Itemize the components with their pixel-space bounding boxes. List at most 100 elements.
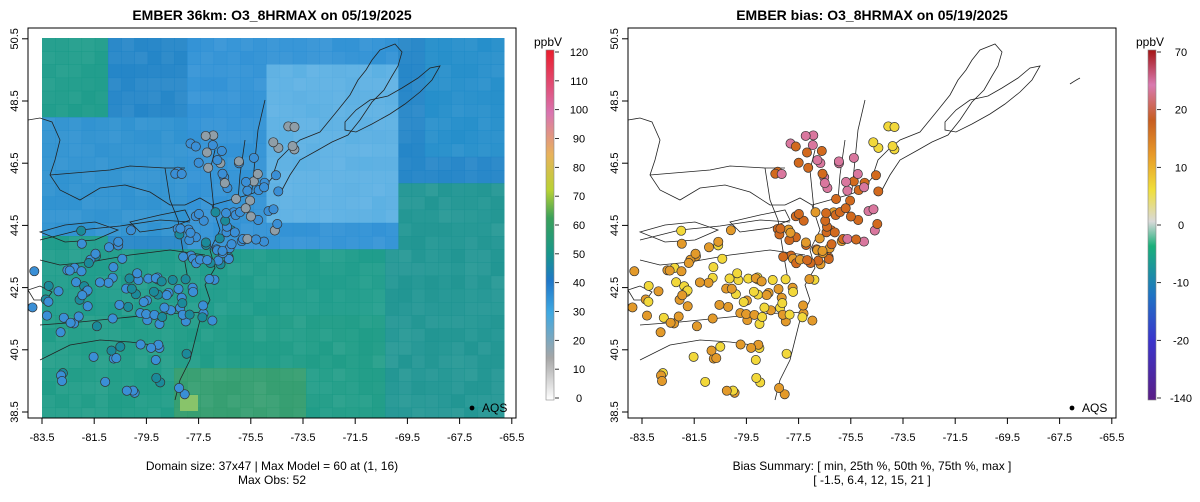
colorbar-tick-label: 70 [573, 191, 585, 203]
x-tick-label: -71.5 [943, 432, 968, 444]
model-grid-cell [490, 368, 505, 382]
station-marker [223, 254, 234, 264]
model-grid-cell [42, 130, 56, 145]
model-grid-cell [200, 196, 215, 211]
model-grid-cell [94, 288, 109, 303]
model-grid-cell [451, 77, 465, 92]
model-grid-cell [319, 236, 333, 250]
model-grid-cell [147, 51, 162, 65]
station-marker [135, 339, 146, 350]
model-grid-cell [464, 288, 479, 303]
model-grid-cell [279, 328, 294, 343]
station-marker [114, 299, 125, 310]
model-grid-cell [42, 104, 56, 118]
model-grid-cell [424, 302, 439, 316]
model-grid-cell [187, 104, 201, 118]
model-grid-cell [490, 236, 505, 250]
model-grid-cell [213, 77, 228, 92]
model-grid-cell [253, 64, 267, 79]
station-marker [800, 130, 811, 141]
model-grid-cell [279, 249, 294, 263]
model-grid-cell [464, 170, 479, 184]
model-grid-cell [424, 368, 439, 382]
model-grid-cell [81, 90, 96, 105]
model-grid-cell [108, 196, 122, 211]
model-grid-cell [385, 341, 399, 356]
model-grid-cell [319, 104, 333, 118]
model-grid-cell [94, 341, 109, 356]
station-marker [703, 277, 714, 288]
station-marker [193, 157, 204, 168]
model-grid-cell [292, 222, 307, 237]
concentration-colorbar [545, 49, 555, 401]
station-marker [655, 327, 666, 338]
model-grid-cell [68, 90, 83, 105]
station-marker [167, 275, 178, 285]
observation-stations [28, 121, 300, 400]
colorbar-tick-label: -20 [1173, 335, 1189, 347]
model-grid-cell [477, 288, 492, 303]
station-marker [173, 284, 184, 294]
station-marker [124, 273, 135, 284]
station-marker [287, 141, 298, 152]
model-grid-cell [464, 183, 479, 197]
model-grid-cell [292, 407, 307, 418]
model-grid-cell [490, 222, 505, 237]
x-tick-label: -83.5 [629, 432, 654, 444]
model-grid-cell [477, 262, 492, 277]
model-grid-cell [94, 143, 109, 158]
model-grid-cell [121, 170, 135, 184]
station-marker [816, 146, 827, 156]
model-grid-cell [55, 275, 69, 290]
model-grid-cell [121, 130, 135, 145]
model-grid-cell [160, 368, 175, 382]
model-grid-cell [253, 354, 267, 369]
station-marker [150, 355, 161, 365]
model-grid-cell [147, 38, 162, 52]
model-grid-cell [279, 64, 294, 79]
station-marker [817, 245, 828, 256]
model-grid-cell [490, 209, 505, 224]
model-grid-cell [68, 354, 83, 369]
model-grid-cell [279, 130, 294, 145]
model-grid-cell [160, 104, 175, 118]
model-grid-cell [490, 90, 505, 105]
model-grid-cell [372, 170, 386, 184]
model-grid-cell [279, 368, 294, 382]
model-grid-cell [226, 117, 241, 131]
model-grid-cell [226, 104, 241, 118]
model-grid-cell [279, 90, 294, 105]
state-border [649, 165, 785, 176]
model-grid-cell [358, 288, 373, 303]
model-grid-cell [345, 394, 360, 409]
model-grid-cell [226, 394, 241, 409]
station-marker [852, 169, 863, 179]
model-grid-cell [42, 196, 56, 211]
model-grid-cell [68, 407, 83, 418]
model-grid-cell [490, 328, 505, 343]
model-grid-cell [345, 236, 360, 250]
great-lake [129, 209, 191, 233]
model-grid-cell [464, 51, 479, 65]
model-grid-cell [372, 130, 386, 145]
model-grid-cell [160, 90, 175, 105]
model-grid-cell [438, 394, 452, 409]
model-grid-cell [121, 328, 135, 343]
model-grid-cell [42, 236, 56, 250]
colorbar-tick-label: 20 [573, 335, 585, 347]
model-grid-cell [306, 302, 320, 316]
y-tick-label: 40.5 [609, 339, 621, 360]
model-grid-cell [279, 51, 294, 65]
model-grid-cell [134, 38, 149, 52]
model-grid-cell [372, 262, 386, 277]
model-grid-cell [81, 104, 96, 118]
model-grid-cell [411, 262, 426, 277]
station-marker [778, 251, 789, 262]
model-grid-cell [240, 64, 254, 79]
model-grid-cell [42, 170, 56, 184]
model-grid-cell [94, 156, 109, 171]
right-title: EMBER bias: O3_8HRMAX on 05/19/2025 [736, 7, 1008, 23]
model-grid-cell [108, 51, 122, 65]
model-grid-cell [424, 183, 439, 197]
station-marker [200, 237, 211, 248]
